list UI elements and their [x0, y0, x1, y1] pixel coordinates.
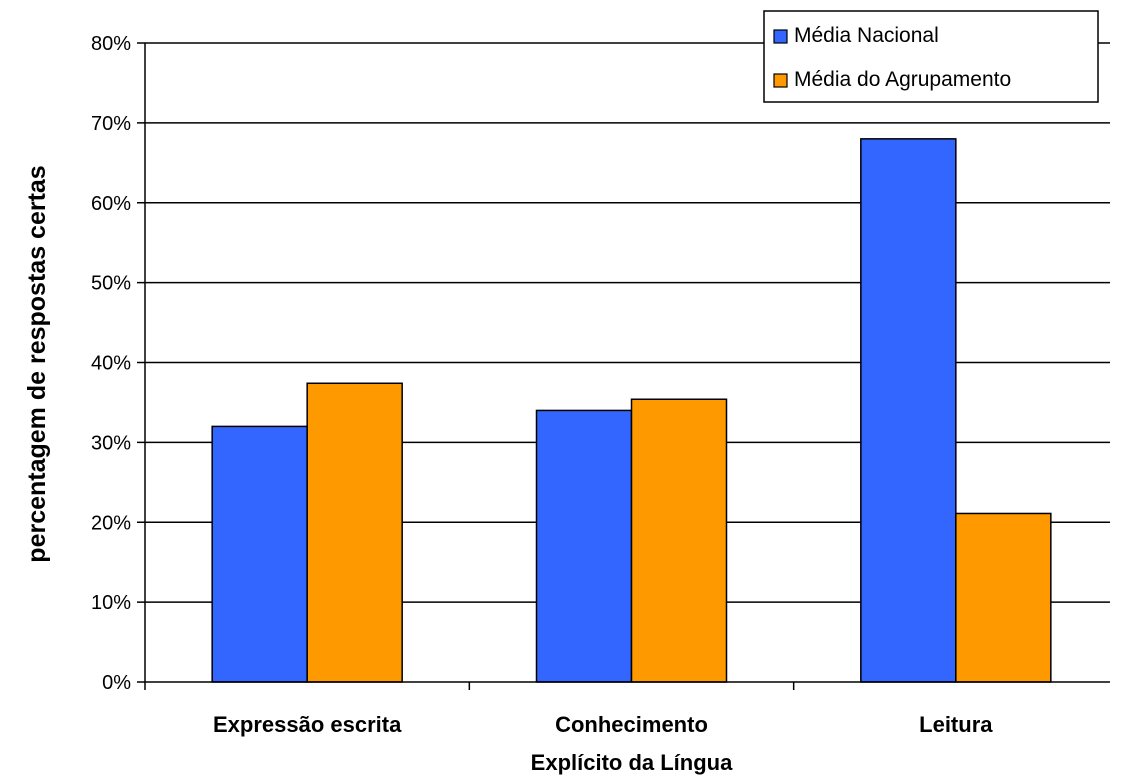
bar-media-agrupamento — [955, 512, 1052, 683]
bar-media-nacional — [535, 409, 633, 683]
y-tick-label: 30% — [91, 432, 131, 454]
y-tick-label: 60% — [91, 193, 131, 215]
x-category-label: Explícito da Língua — [531, 750, 733, 775]
y-tick-label: 80% — [91, 33, 131, 55]
bar-media-agrupamento — [630, 398, 728, 683]
y-tick-label: 10% — [91, 592, 131, 614]
bar-media-agrupamento — [306, 382, 403, 683]
x-category-label: Leitura — [919, 712, 993, 737]
legend-label: Média do Agrupamento — [794, 68, 1011, 91]
legend-swatch — [773, 29, 788, 44]
y-tick-label: 50% — [91, 273, 131, 295]
bar-media-nacional — [860, 138, 957, 683]
legend-swatch — [773, 73, 788, 88]
y-tick-label: 20% — [91, 512, 131, 534]
legend-box — [763, 10, 1099, 103]
bars — [211, 138, 1052, 683]
legend-label: Média Nacional — [794, 24, 939, 47]
legend: Média Nacional Média do Agrupamento — [763, 10, 1099, 103]
x-category-label: Expressão escrita — [213, 712, 402, 737]
labels: 0% 10% 20% 30% 40% 50% 60% 70% 80% Expressão escr… — [91, 33, 993, 775]
bar-media-nacional — [211, 425, 308, 683]
y-tick-label: 70% — [91, 113, 131, 135]
x-category-label: Conhecimento — [555, 712, 708, 737]
axes — [137, 42, 1110, 690]
y-tick-label: 0% — [102, 672, 131, 694]
y-tick-label: 40% — [91, 353, 131, 375]
y-axis-title: percentagem de respostas certas — [23, 165, 51, 562]
